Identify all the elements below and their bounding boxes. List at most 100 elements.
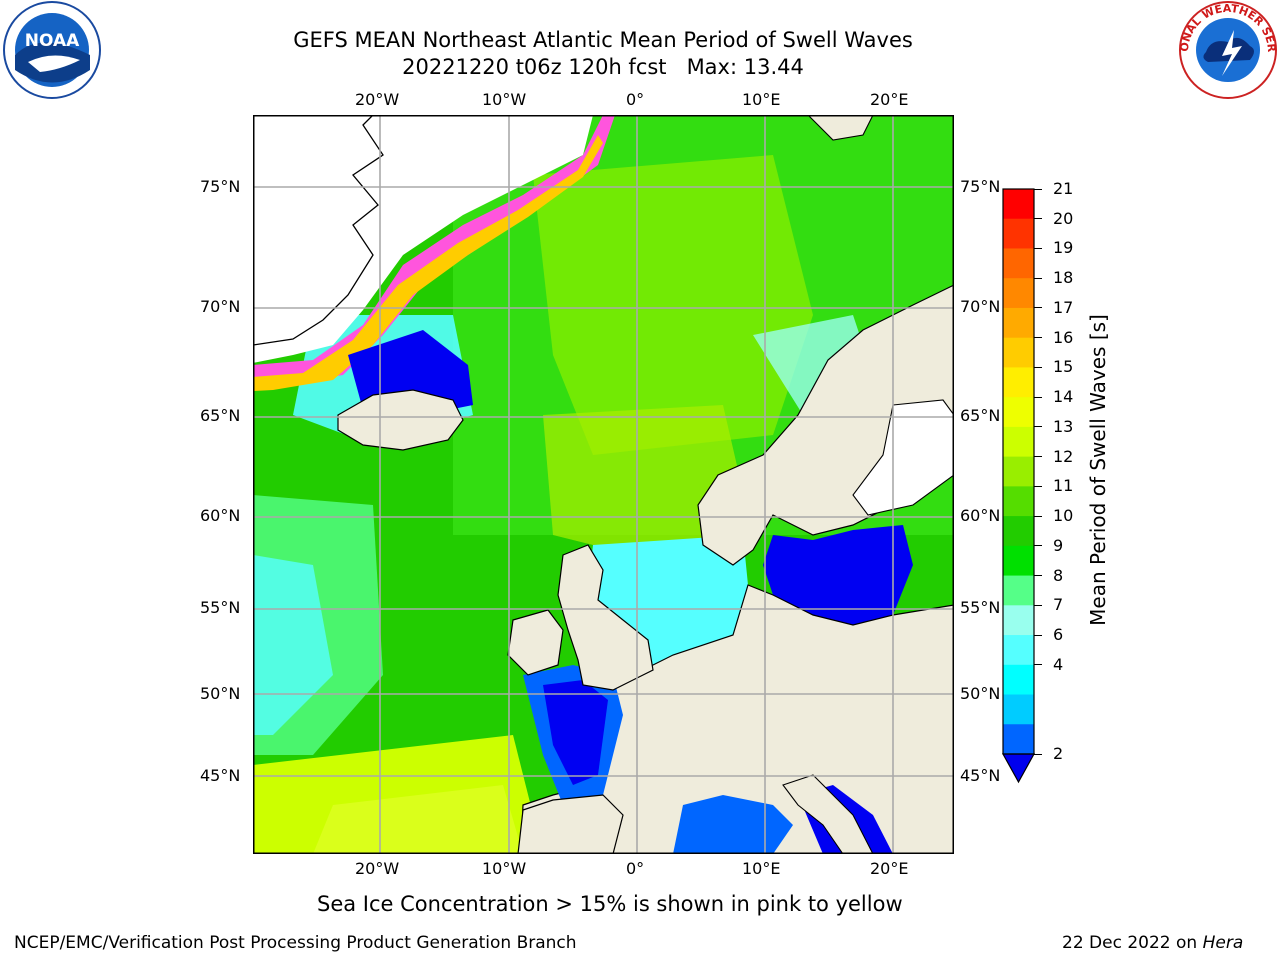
colorbar-tick-label: 10 [1053,506,1074,526]
chart-title: GEFS MEAN Northeast Atlantic Mean Period… [293,28,913,52]
sea-ice-caption: Sea Ice Concentration > 15% is shown in … [317,892,903,916]
lat-label-left-50n: 50°N [200,684,241,703]
colorbar-segment [1003,575,1034,606]
colorbar-tick-label: 8 [1053,565,1064,585]
colorbar-tick-label: 17 [1053,297,1074,317]
colorbar-tick-mark [1034,545,1042,547]
lat-label-left-70n: 70°N [200,297,241,316]
colorbar-segment [1003,426,1034,458]
colorbar-segment [1003,278,1034,309]
footer-branch: NCEP/EMC/Verification Post Processing Pr… [14,933,577,953]
colorbar-segment [1003,516,1034,547]
ireland [507,609,564,676]
colorbar-tick-mark [1034,634,1042,636]
gulf-of-bothnia [852,399,954,516]
colorbar-segment [1003,189,1034,220]
colorbar-tick-mark [1034,247,1042,249]
colorbar-segment [1003,605,1034,636]
colorbar-segment [1003,456,1034,487]
colorbar-segment [1003,397,1034,428]
colorbar-tick-label: 6 [1053,625,1064,645]
lon-label-top-0: 0° [626,90,645,109]
colorbar-tick-label: 15 [1053,357,1074,377]
colorbar-tick-label: 20 [1053,208,1074,228]
footer-date: 22 Dec 2022 on Hera [1062,933,1243,953]
colorbar-segment [1003,367,1034,398]
map-frame [253,115,954,854]
lat-label-right-65n: 65°N [960,406,1001,425]
lon-label-top-10e: 10°E [742,90,781,109]
lon-label-bottom-10e: 10°E [742,859,781,878]
lon-label-top-20w: 20°W [355,90,400,109]
colorbar-tick-label: 9 [1053,535,1064,555]
lon-label-bottom-10w: 10°W [482,859,527,878]
colorbar-segment [1003,694,1034,725]
colorbar-tick-mark [1034,218,1042,220]
colorbar-tick-label: 21 [1053,179,1074,198]
swell-blue-baltic [763,525,913,625]
noaa-logo: NOAA [0,0,104,104]
swell-period-map [253,115,954,854]
colorbar-tick-label: 7 [1053,595,1064,615]
colorbar-tick-mark [1034,337,1042,339]
colorbar-tick-label: 19 [1053,238,1074,258]
swell-yellow-band-north [533,155,813,455]
colorbar-tick-label: 13 [1053,416,1074,436]
colorbar-tick-mark [1034,664,1042,666]
colorbar-segment [1003,218,1034,249]
colorbar-tick-mark [1034,426,1042,428]
colorbar-tick-mark [1034,307,1042,309]
great-britain [557,544,654,691]
colorbar-tick-mark [1034,366,1042,368]
swell-yellow-south-inner [313,785,523,854]
iberian-peninsula [517,794,624,854]
colorbar-tick-mark [1034,604,1042,606]
lon-label-bottom-0: 0° [626,859,645,878]
lat-label-right-60n: 60°N [960,506,1001,525]
colorbar-segment [1003,664,1034,696]
colorbar-tick-mark [1034,396,1042,398]
colorbar-segment [1003,486,1034,517]
colorbar-segment [1003,248,1034,279]
colorbar-segment [1003,307,1034,339]
lon-label-top-20e: 20°E [870,90,909,109]
colorbar-tick-label: 11 [1053,476,1074,496]
colorbar-tick-label: 14 [1053,387,1074,407]
swell-cyan-west [253,555,333,735]
greenland [253,115,593,363]
colorbar-tick-mark [1034,753,1042,755]
colorbar-segment [1003,635,1034,666]
lat-label-right-70n: 70°N [960,297,1001,316]
colorbar-segment [1003,724,1034,755]
colorbar-tick-mark [1034,485,1042,487]
swell-blue-mediterranean-west [673,795,793,854]
graticule [253,115,954,854]
colorbar-tick-label: 4 [1053,654,1064,674]
colorbar-extend-arrow [1001,753,1036,784]
lat-label-left-75n: 75°N [200,177,241,196]
colorbar-tick-label: 2 [1053,744,1064,763]
footer-host: Hera [1202,933,1244,953]
italy [782,774,874,854]
colorbar-tick-label: 12 [1053,446,1074,466]
lat-label-left-45n: 45°N [200,766,241,785]
lat-label-right-50n: 50°N [960,684,1001,703]
colorbar-tick-mark [1034,277,1042,279]
lat-label-right-75n: 75°N [960,177,1001,196]
colorbar-frame [1002,188,1035,755]
colorbar [1000,186,1040,786]
lat-label-left-55n: 55°N [200,598,241,617]
colorbar-tick-label: 16 [1053,327,1074,347]
colorbar-title: Mean Period of Swell Waves [s] [1086,314,1110,626]
lon-label-bottom-20w: 20°W [355,859,400,878]
lat-label-right-45n: 45°N [960,766,1001,785]
lon-label-top-10w: 10°W [482,90,527,109]
sea-ice-edge [253,115,615,387]
iceland [337,389,464,451]
lat-label-left-65n: 65°N [200,406,241,425]
colorbar-tick-mark [1034,456,1042,458]
footer-date-text: 22 Dec 2022 on [1062,933,1203,953]
colorbar-segment [1003,337,1034,368]
colorbar-segment [1003,545,1034,577]
svg-text:NOAA: NOAA [25,31,80,51]
